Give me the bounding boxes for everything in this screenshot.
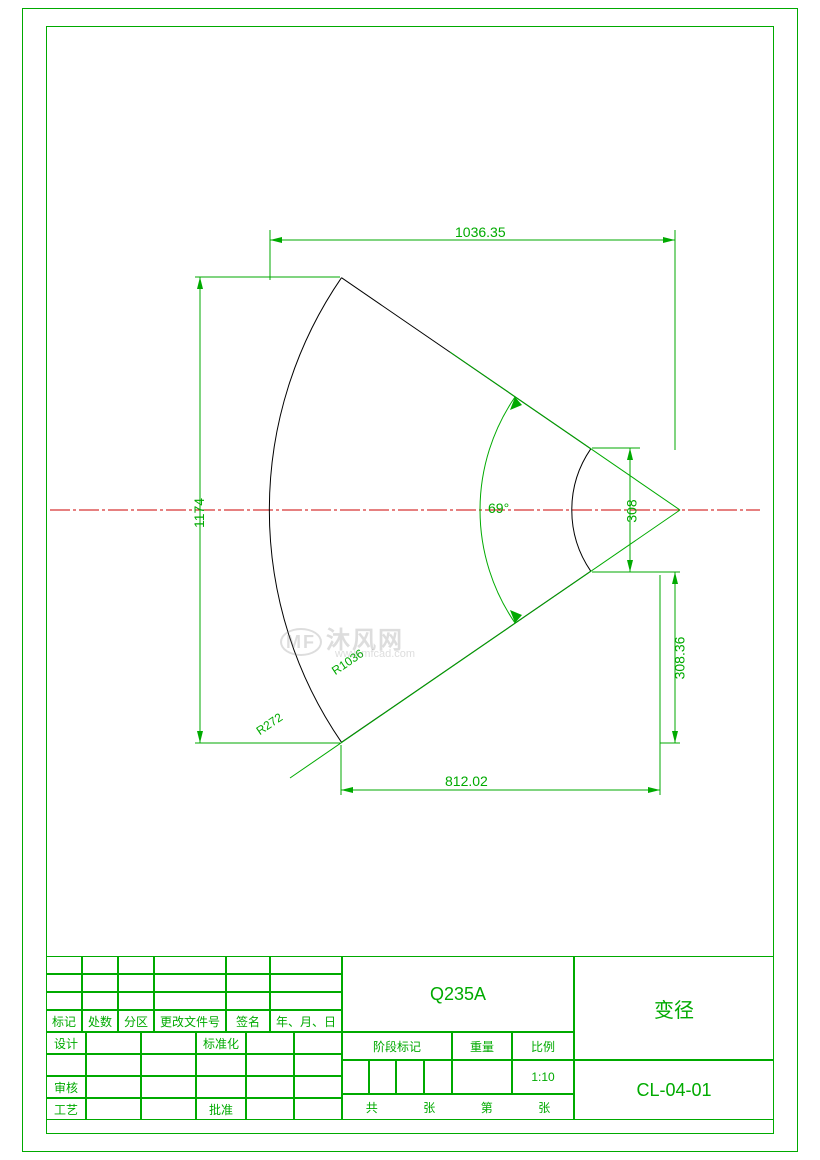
lbl-design: 设计 bbox=[46, 1032, 86, 1054]
drawing-canvas bbox=[0, 0, 820, 900]
lbl-check: 审核 bbox=[46, 1076, 86, 1098]
hdr-stage: 阶段标记 bbox=[342, 1032, 452, 1060]
cell-drawing-no: CL-04-01 bbox=[574, 1060, 774, 1120]
dim-right-offset: 308.36 bbox=[671, 637, 687, 680]
cell-part-name: 变径 bbox=[574, 956, 774, 1060]
dim-right-small: 308 bbox=[624, 499, 640, 522]
hdr-ratio: 比例 bbox=[512, 1032, 574, 1060]
lbl-approve: 批准 bbox=[196, 1098, 246, 1120]
sheet-row: 共 张 第 张 bbox=[342, 1094, 574, 1120]
hdr-change: 更改文件号 bbox=[154, 1010, 226, 1032]
lbl-process: 工艺 bbox=[46, 1098, 86, 1120]
hdr-mark: 标记 bbox=[46, 1010, 82, 1032]
cell-material: Q235A bbox=[342, 956, 574, 1032]
hdr-count: 处数 bbox=[82, 1010, 118, 1032]
val-scale: 1:10 bbox=[512, 1060, 574, 1094]
hdr-date: 年、月、日 bbox=[270, 1010, 342, 1032]
dim-bottom-width: 812.02 bbox=[445, 773, 488, 789]
dim-angle: 69° bbox=[488, 500, 509, 516]
hdr-zone: 分区 bbox=[118, 1010, 154, 1032]
hdr-weight: 重量 bbox=[452, 1032, 512, 1060]
title-block: 标记 处数 分区 更改文件号 签名 年、月、日 设计 标准化 审核 工艺 批准 … bbox=[46, 956, 774, 1134]
lbl-standard: 标准化 bbox=[196, 1032, 246, 1054]
dim-left-height: 1174 bbox=[191, 498, 207, 528]
dim-top-width: 1036.35 bbox=[455, 224, 506, 240]
hdr-sign: 签名 bbox=[226, 1010, 270, 1032]
watermark-url: www.mfcad.com bbox=[335, 648, 415, 660]
